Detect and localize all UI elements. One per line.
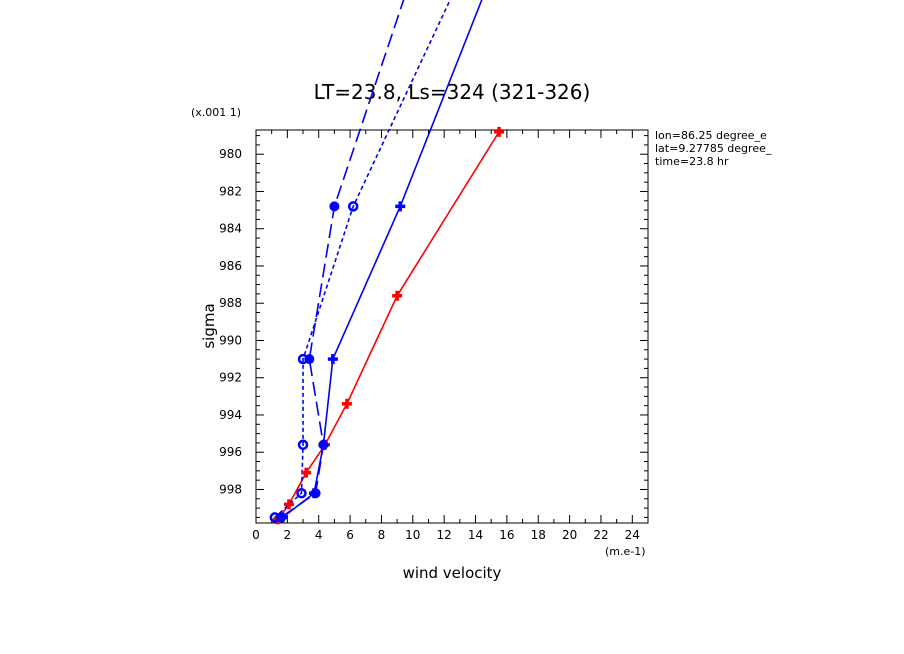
data-point [341, 398, 352, 409]
x-tick-label: 20 [562, 528, 577, 542]
markers-group [269, 126, 505, 525]
data-point [327, 354, 338, 365]
y-tick-label: 982 [219, 184, 242, 198]
data-point [347, 201, 359, 212]
y-tick-label: 990 [219, 333, 242, 347]
data-point [392, 290, 403, 301]
data-point [297, 439, 309, 451]
x-tick-label: 18 [531, 528, 546, 542]
x-axis-label: wind velocity [403, 564, 502, 582]
x-tick-label: 24 [625, 528, 640, 542]
x-tick-label: 10 [405, 528, 420, 542]
x-tick-label: 22 [593, 528, 608, 542]
x-tick-label: 0 [252, 528, 260, 542]
x-tick-label: 2 [284, 528, 292, 542]
y-tick-label: 996 [219, 445, 242, 459]
x-tick-label: 6 [346, 528, 354, 542]
x-tick-label: 14 [468, 528, 483, 542]
y-tick-label: 988 [219, 296, 242, 310]
data-point [494, 126, 505, 137]
y-tick-label: 992 [219, 371, 242, 385]
x-tick-label: 8 [378, 528, 386, 542]
series-line-1 [277, 131, 500, 520]
x-tick-label: 4 [315, 528, 323, 542]
data-point [310, 488, 321, 499]
chart-title: LT=23.8, Ls=324 (321-326) [314, 80, 591, 104]
data-point [318, 439, 329, 450]
y-axis-label: sigma [200, 303, 218, 348]
data-point [296, 487, 307, 499]
annotation-lon: lon=86.25 degree_e [655, 129, 767, 142]
plot-frame [255, 129, 649, 524]
annotation-time: time=23.8 hr [655, 155, 729, 168]
annotation-lat: lat=9.27785 degree_ [655, 142, 772, 155]
series-line-2 [282, 0, 483, 519]
data-point [301, 467, 312, 478]
series-line-3 [280, 0, 405, 519]
axis-ticks: 0 2 4 6 8 10 12 14 16 18 20 22 249809829849869889909… [219, 130, 649, 542]
y-tick-label: 994 [219, 408, 242, 422]
y-tick-label: 984 [219, 222, 242, 236]
x-unit-label: (m.e-1) [605, 545, 646, 558]
data-point [269, 512, 281, 523]
y-tick-label: 980 [219, 147, 242, 161]
y-tick-label: 986 [219, 259, 242, 273]
y-tick-label: 998 [219, 482, 242, 496]
series-line-4 [274, 0, 451, 519]
x-tick-label: 12 [437, 528, 452, 542]
data-point [283, 499, 294, 510]
data-point [395, 201, 406, 212]
series-group [274, 0, 500, 520]
y-unit-label: (x.001 1) [191, 106, 241, 119]
data-point [329, 201, 340, 212]
data-point [297, 353, 309, 365]
x-tick-label: 16 [499, 528, 514, 542]
